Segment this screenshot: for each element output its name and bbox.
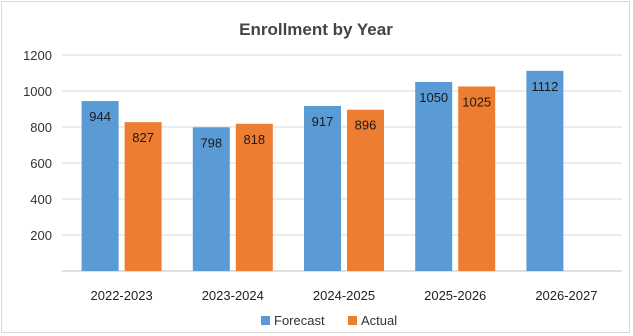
chart-title: Enrollment by Year <box>239 20 393 39</box>
bar-actual-2024-2025 <box>347 109 384 271</box>
y-tick-label: 800 <box>30 120 52 135</box>
data-label: 896 <box>355 118 377 133</box>
x-category-label: 2025-2026 <box>424 288 486 303</box>
y-tick-label: 600 <box>30 156 52 171</box>
y-tick-label: 400 <box>30 192 52 207</box>
data-label: 917 <box>312 114 334 129</box>
data-label: 818 <box>243 132 265 147</box>
legend: Forecast Actual <box>261 313 397 328</box>
bar-forecast-2026-2027 <box>526 70 564 271</box>
data-label: 1025 <box>462 95 491 110</box>
y-axis-ticks: 200 400 600 800 1000 1200 <box>23 48 52 243</box>
bar-actual-2022-2023 <box>124 122 162 271</box>
legend-swatch-actual <box>348 316 357 325</box>
x-axis-categories: 2022-2023 2023-2024 2024-2025 2025-2026 2026… <box>91 288 598 303</box>
bar-forecast-2025-2026 <box>415 82 453 271</box>
x-category-label: 2023-2024 <box>202 288 264 303</box>
bar-forecast-2022-2023 <box>81 101 119 271</box>
y-tick-label: 1000 <box>23 84 52 99</box>
legend-swatch-forecast <box>261 316 270 325</box>
bar-actual-2025-2026 <box>458 86 496 271</box>
x-category-label: 2026-2027 <box>535 288 597 303</box>
data-label: 827 <box>132 130 154 145</box>
data-label: 798 <box>200 135 222 150</box>
data-labels: 944 827 798 818 917 896 1050 1025 1112 <box>89 79 558 151</box>
data-label: 1050 <box>419 90 448 105</box>
bar-forecast-2024-2025 <box>304 105 341 271</box>
bar-forecast-2023-2024 <box>192 127 230 271</box>
bar-actual-2023-2024 <box>235 123 273 271</box>
x-category-label: 2022-2023 <box>91 288 153 303</box>
y-tick-label: 200 <box>30 228 52 243</box>
legend-label-actual: Actual <box>361 313 397 328</box>
legend-label-forecast: Forecast <box>274 313 325 328</box>
data-label: 944 <box>89 109 111 124</box>
bars <box>81 70 564 271</box>
y-tick-label: 1200 <box>23 48 52 63</box>
x-category-label: 2024-2025 <box>313 288 375 303</box>
data-label: 1112 <box>531 79 558 94</box>
